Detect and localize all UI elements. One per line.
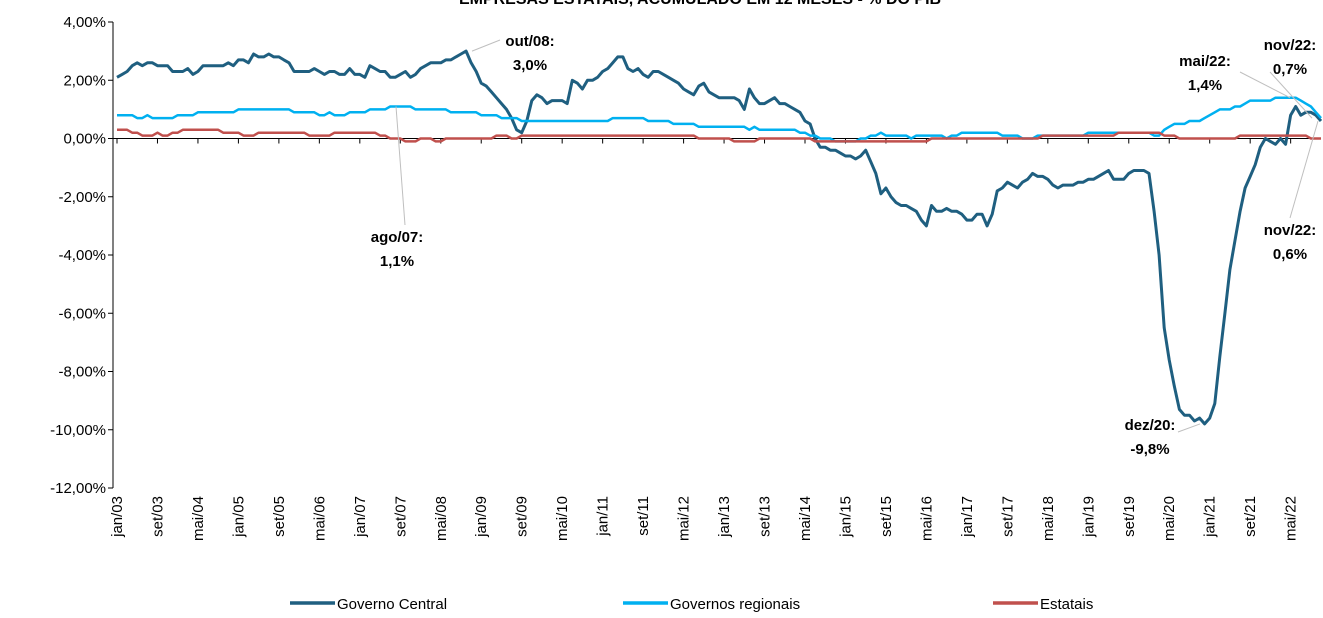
x-tick-label: mai/22 xyxy=(1283,496,1300,541)
y-tick-label: 4,00% xyxy=(63,14,106,31)
annotation-leader xyxy=(471,39,501,52)
series-line xyxy=(117,96,1322,143)
x-tick-label: set/03 xyxy=(149,496,166,537)
y-tick-label: -2,00% xyxy=(58,189,106,206)
x-tick-label: jan/13 xyxy=(716,496,733,538)
x-tick-label: mai/12 xyxy=(676,496,693,541)
annotation-leader xyxy=(1289,120,1319,219)
annotation: out/08: xyxy=(505,33,554,50)
chart-title: EMPRESAS ESTATAIS, ACUMULADO EM 12 MESES… xyxy=(459,0,941,8)
legend-label: Estatais xyxy=(1040,596,1093,613)
annotation: nov/22: xyxy=(1264,222,1317,239)
y-tick-label: -8,00% xyxy=(58,364,106,381)
annotation-leader xyxy=(1177,423,1201,433)
x-tick-label: set/19 xyxy=(1121,496,1138,537)
x-tick-label: jan/09 xyxy=(473,496,490,538)
x-tick-label: jan/17 xyxy=(959,496,976,538)
x-tick-label: set/13 xyxy=(757,496,774,537)
x-tick-label: set/21 xyxy=(1242,496,1259,537)
x-tick-label: mai/04 xyxy=(190,496,207,541)
x-tick-label: mai/08 xyxy=(433,496,450,541)
annotation: mai/22: xyxy=(1179,53,1231,70)
x-tick-label: jan/07 xyxy=(352,496,369,538)
y-tick-label: 0,00% xyxy=(63,131,106,148)
legend-label: Governos regionais xyxy=(670,596,800,613)
annotation: 0,7% xyxy=(1273,61,1307,78)
x-tick-label: mai/16 xyxy=(918,496,935,541)
annotation: 3,0% xyxy=(513,57,547,74)
y-tick-label: -6,00% xyxy=(58,305,106,322)
legend-label: Governo Central xyxy=(337,596,447,613)
x-tick-label: set/17 xyxy=(999,496,1016,537)
annotation: 0,6% xyxy=(1273,246,1307,263)
x-tick-label: set/15 xyxy=(878,496,895,537)
y-tick-label: -10,00% xyxy=(50,422,106,439)
x-tick-label: set/05 xyxy=(271,496,288,537)
annotation-leader xyxy=(1269,71,1313,119)
x-tick-label: set/09 xyxy=(514,496,531,537)
x-tick-label: jan/19 xyxy=(1080,496,1097,538)
annotation: ago/07: xyxy=(371,229,424,246)
y-tick-label: 2,00% xyxy=(63,72,106,89)
annotation: dez/20: xyxy=(1125,417,1176,434)
x-tick-label: jan/21 xyxy=(1202,496,1219,538)
annotation: -9,8% xyxy=(1130,441,1169,458)
x-tick-label: mai/06 xyxy=(311,496,328,541)
x-tick-label: mai/20 xyxy=(1161,496,1178,541)
series-line xyxy=(116,49,1323,426)
y-tick-label: -12,00% xyxy=(50,480,106,497)
x-tick-label: jan/05 xyxy=(230,496,247,538)
x-tick-label: jan/15 xyxy=(837,496,854,538)
annotation-leader xyxy=(1239,71,1291,99)
x-tick-label: jan/03 xyxy=(109,496,126,538)
x-tick-label: set/11 xyxy=(635,496,652,536)
y-tick-label: -4,00% xyxy=(58,247,106,264)
series-line xyxy=(117,128,1321,143)
x-tick-label: set/07 xyxy=(392,496,409,537)
x-tick-label: mai/18 xyxy=(1040,496,1057,541)
annotation: nov/22: xyxy=(1264,37,1317,54)
x-tick-label: jan/11 xyxy=(595,496,612,537)
annotation: 1,4% xyxy=(1188,77,1222,94)
annotation: 1,1% xyxy=(380,253,414,270)
x-tick-label: mai/14 xyxy=(797,496,814,541)
annotation-leader xyxy=(395,106,406,226)
x-tick-label: mai/10 xyxy=(554,496,571,541)
